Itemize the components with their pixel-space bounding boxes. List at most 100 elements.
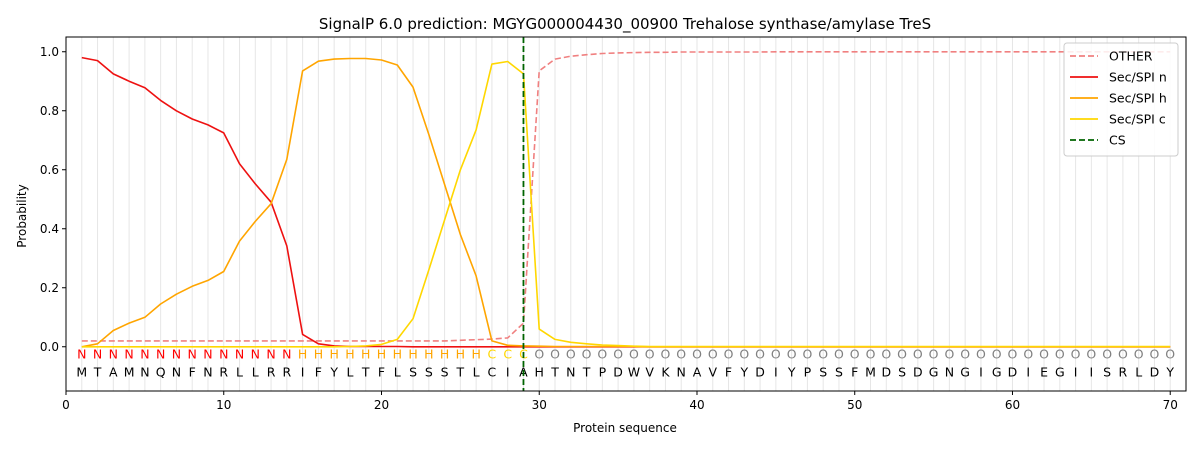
region-label: C — [488, 347, 497, 362]
residue-label: L — [236, 364, 243, 379]
series-line — [81, 56, 1171, 348]
legend-label: Sec/SPI h — [1109, 91, 1167, 106]
y-tick-label: 0.6 — [40, 163, 59, 177]
series-line — [81, 60, 1171, 348]
x-tick-label: 40 — [689, 398, 704, 412]
residue-label: G — [992, 364, 1002, 379]
residue-label: Y — [329, 364, 338, 379]
residue-label: I — [506, 364, 510, 379]
region-label: H — [440, 347, 449, 362]
region-label: O — [661, 347, 671, 362]
region-label: N — [235, 347, 244, 362]
region-label: O — [1150, 347, 1160, 362]
residue-label: D — [881, 364, 891, 379]
residue-label: S — [441, 364, 449, 379]
residue-label: S — [898, 364, 906, 379]
residue-label: N — [172, 364, 181, 379]
region-label: O — [1055, 347, 1065, 362]
region-label: O — [787, 347, 797, 362]
residue-label: H — [535, 364, 544, 379]
region-label: O — [582, 347, 592, 362]
region-label: O — [976, 347, 986, 362]
region-label: O — [866, 347, 876, 362]
residue-label: S — [835, 364, 843, 379]
y-tick-label: 0.0 — [40, 340, 59, 354]
x-tick-label: 70 — [1163, 398, 1178, 412]
residue-label: M — [76, 364, 87, 379]
region-label: N — [203, 347, 212, 362]
residue-label: T — [550, 364, 559, 379]
residue-label: G — [960, 364, 970, 379]
residue-label: D — [755, 364, 765, 379]
region-label: O — [645, 347, 655, 362]
residue-label: Y — [1165, 364, 1174, 379]
residue-label: M — [865, 364, 876, 379]
region-label: N — [266, 347, 275, 362]
region-label: O — [850, 347, 860, 362]
region-label: N — [93, 347, 102, 362]
region-label: O — [929, 347, 939, 362]
region-label: O — [818, 347, 828, 362]
residue-label: S — [1103, 364, 1111, 379]
region-label: O — [802, 347, 812, 362]
region-label: N — [172, 347, 181, 362]
residue-label: F — [378, 364, 385, 379]
y-axis: 0.0 0.2 0.4 0.6 0.8 1.0 — [40, 45, 66, 354]
region-label: O — [1118, 347, 1128, 362]
region-label: O — [897, 347, 907, 362]
legend-label: Sec/SPI n — [1109, 70, 1167, 85]
region-label: N — [124, 347, 133, 362]
region-label: O — [1102, 347, 1112, 362]
region-label: O — [944, 347, 954, 362]
residue-label: F — [725, 364, 732, 379]
region-label: O — [755, 347, 765, 362]
residue-label: P — [804, 364, 812, 379]
y-tick-label: 1.0 — [40, 45, 59, 59]
residue-label: K — [661, 364, 670, 379]
legend-label: CS — [1109, 133, 1126, 148]
region-label: N — [251, 347, 260, 362]
residue-label: N — [945, 364, 954, 379]
residue-label: S — [819, 364, 827, 379]
legend-box — [1063, 42, 1179, 157]
region-label: O — [534, 347, 544, 362]
region-label: O — [724, 347, 734, 362]
residue-label: T — [582, 364, 591, 379]
region-label: H — [471, 347, 480, 362]
series-line — [81, 50, 1171, 342]
residue-label: L — [473, 364, 480, 379]
region-label: H — [424, 347, 433, 362]
residue-label: Y — [787, 364, 796, 379]
region-label: O — [1008, 347, 1018, 362]
region-label: O — [739, 347, 749, 362]
region-label: N — [140, 347, 149, 362]
series-layer — [81, 50, 1171, 348]
legend: OTHER Sec/SPI n Sec/SPI h Sec/SPI c CS — [1063, 42, 1179, 157]
residue-label: I — [1074, 364, 1078, 379]
residue-label: R — [219, 364, 228, 379]
residue-label: V — [708, 364, 717, 379]
residue-label: Y — [739, 364, 748, 379]
residue-label: W — [628, 364, 640, 379]
x-tick-label: 30 — [532, 398, 547, 412]
region-label: O — [960, 347, 970, 362]
region-label: O — [566, 347, 576, 362]
residue-label: E — [1040, 364, 1048, 379]
residue-label: N — [677, 364, 686, 379]
residue-label: I — [1026, 364, 1030, 379]
region-label: C — [503, 347, 512, 362]
region-label: O — [834, 347, 844, 362]
sequence-annotation: NMNTNANMNNNQNNNFNNNRNLNLNRNRHIHFHYHLHTHF… — [76, 347, 1175, 380]
region-label: O — [771, 347, 781, 362]
residue-label: F — [851, 364, 858, 379]
residue-label: G — [1055, 364, 1065, 379]
region-label: N — [282, 347, 291, 362]
residue-label: A — [693, 364, 702, 379]
region-label: H — [377, 347, 386, 362]
residue-label: T — [361, 364, 370, 379]
residue-label: I — [979, 364, 983, 379]
residue-label: D — [1008, 364, 1018, 379]
residue-label: L — [1135, 364, 1142, 379]
residue-label: T — [456, 364, 465, 379]
residue-label: L — [346, 364, 353, 379]
